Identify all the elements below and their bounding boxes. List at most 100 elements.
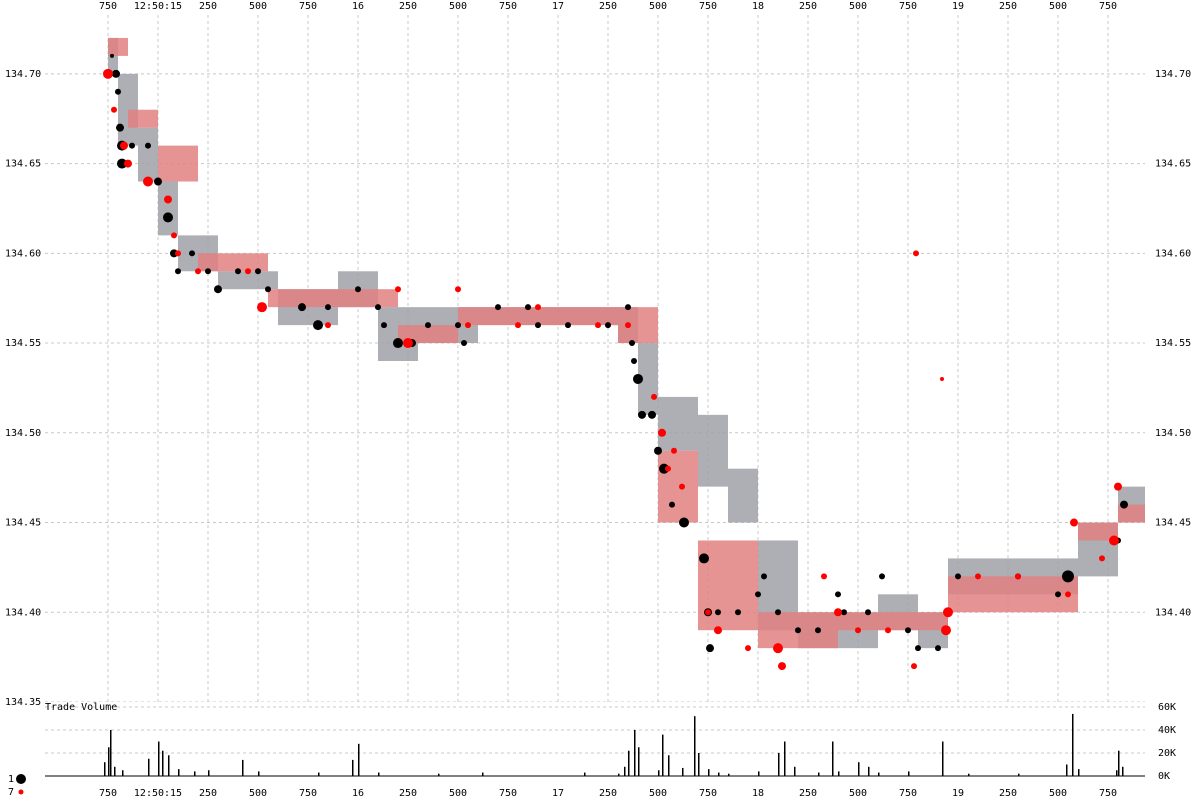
volume-bar <box>482 772 484 776</box>
x-tick-label: 17 <box>552 1 564 12</box>
quote-band <box>618 307 658 344</box>
volume-bar <box>438 773 440 776</box>
x-tick-label: 18 <box>752 788 764 799</box>
trade-dot <box>461 340 467 347</box>
trade-dot <box>381 322 387 329</box>
trade-dot <box>706 644 714 653</box>
trade-dot <box>665 465 671 472</box>
trade-dot <box>175 250 181 257</box>
volume-bar <box>208 770 210 776</box>
volume-bar <box>794 766 796 776</box>
trade-dot <box>633 373 643 384</box>
volume-bar <box>158 741 160 776</box>
x-tick-label: 750 <box>499 788 517 799</box>
x-tick-label: 500 <box>649 1 667 12</box>
trade-dot <box>325 304 331 311</box>
trade-dot <box>913 250 919 257</box>
x-tick-label: 250 <box>799 1 817 12</box>
trade-dot <box>455 322 461 329</box>
volume-bar <box>114 766 116 776</box>
volume-bar <box>358 743 360 776</box>
x-tick-label: 500 <box>249 788 267 799</box>
x-tick-label: 750 <box>499 1 517 12</box>
x-tick-label: 750 <box>299 1 317 12</box>
x-tick-label: 500 <box>1049 1 1067 12</box>
trade-dot <box>120 141 128 150</box>
volume-bar <box>942 741 944 776</box>
volume-bar <box>584 772 586 776</box>
volume-bar <box>718 772 720 776</box>
x-tick-label: 250 <box>799 788 817 799</box>
trade-dot <box>112 69 120 78</box>
volume-bar <box>1078 769 1080 776</box>
x-tick-label: 500 <box>649 788 667 799</box>
volume-bar <box>628 750 630 776</box>
trade-dot <box>235 268 241 275</box>
volume-bar <box>258 771 260 776</box>
x-tick-label: 18 <box>752 1 764 12</box>
volume-bar <box>818 772 820 776</box>
trade-dot <box>773 643 783 654</box>
trade-dot <box>395 286 401 293</box>
y-tick-label: 134.50 <box>1155 428 1191 439</box>
trade-dot <box>658 428 666 437</box>
volume-bar <box>758 771 760 776</box>
trade-dot <box>143 176 153 187</box>
quote-band <box>1118 504 1145 523</box>
x-tick-label: 250 <box>199 1 217 12</box>
x-tick-label: 16 <box>352 788 364 799</box>
volume-bar <box>638 747 640 776</box>
trade-dot <box>525 304 531 311</box>
trade-dot <box>111 106 117 113</box>
volume-bar <box>1118 750 1120 776</box>
trade-dot <box>714 626 722 635</box>
volume-bar <box>698 753 700 776</box>
y-tick-label: 134.70 <box>1155 69 1191 80</box>
quote-band <box>158 181 178 236</box>
volume-bar <box>1066 764 1068 776</box>
y-tick-label: 134.65 <box>1155 159 1191 170</box>
volume-bar <box>242 759 244 776</box>
volume-bar <box>682 767 684 776</box>
trade-dot <box>465 322 471 329</box>
x-tick-label: 750 <box>1099 1 1117 12</box>
trade-dot <box>955 573 961 580</box>
trade-dot <box>1120 500 1128 509</box>
x-tick-label: 16 <box>352 1 364 12</box>
x-tick-label: 750 <box>99 788 117 799</box>
volume-bar <box>108 747 110 776</box>
x-tick-label: 250 <box>199 788 217 799</box>
trade-dot <box>1099 555 1105 562</box>
y-tick-label: 134.35 <box>5 697 41 708</box>
x-tick-label: 12:50:15 <box>134 788 182 799</box>
x-tick-label: 500 <box>449 1 467 12</box>
trade-dot <box>679 517 689 528</box>
x-tick-label: 750 <box>899 788 917 799</box>
volume-bar <box>148 758 150 776</box>
quote-band <box>138 127 158 182</box>
quote-band <box>838 612 948 631</box>
trade-dot <box>129 142 135 149</box>
trade-dot <box>815 627 821 634</box>
trade-dot <box>1065 591 1071 598</box>
volume-bar <box>378 772 380 776</box>
volume-bar <box>352 759 354 776</box>
volume-bar <box>858 762 860 776</box>
trade-dot <box>629 340 635 347</box>
volume-bar <box>968 773 970 776</box>
trade-dot <box>145 142 151 149</box>
trade-dot <box>495 304 501 311</box>
x-tick-label: 500 <box>849 788 867 799</box>
trade-dot <box>879 573 885 580</box>
trade-dot <box>778 662 786 671</box>
trade-dot <box>455 286 461 293</box>
quote-band <box>218 271 278 290</box>
trade-dot <box>679 483 685 490</box>
x-tick-label: 500 <box>849 1 867 12</box>
volume-bar <box>832 741 834 776</box>
trade-dot <box>975 573 981 580</box>
volume-bar <box>838 771 840 776</box>
volume-bar <box>778 753 780 776</box>
y-tick-label: 134.55 <box>5 338 41 349</box>
trade-dot <box>865 609 871 616</box>
